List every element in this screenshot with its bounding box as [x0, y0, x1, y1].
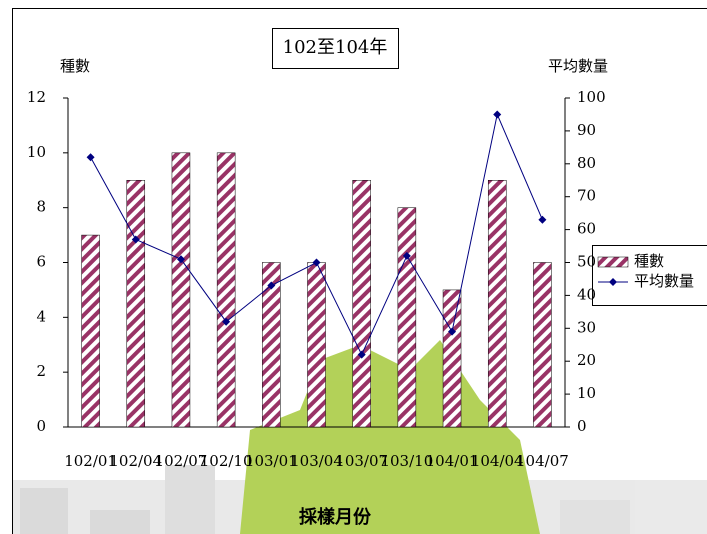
x-tick-label: 103/04	[290, 452, 343, 470]
y2-tick-label: 70	[577, 187, 596, 205]
y2-tick-label: 100	[577, 88, 606, 106]
y-tick-label: 8	[36, 198, 46, 216]
bar	[442, 289, 462, 428]
y2-tick-label: 10	[577, 384, 596, 402]
x-axis-label: 採樣月份	[299, 506, 372, 528]
marker	[538, 215, 547, 224]
marker	[402, 251, 411, 260]
y2-tick-label: 0	[577, 417, 587, 435]
y2-axis-label: 平均數量	[548, 57, 608, 75]
marker	[357, 350, 366, 359]
y-tick-label: 2	[36, 362, 46, 380]
y2-tick-label: 50	[577, 253, 596, 271]
bar	[262, 262, 281, 428]
y2-tick-label: 60	[577, 220, 596, 238]
marker	[131, 235, 140, 244]
marker	[86, 153, 95, 162]
x-tick-label: 104/07	[516, 452, 569, 470]
bar	[171, 152, 191, 428]
bar	[307, 262, 326, 428]
legend-label: 平均數量	[634, 272, 694, 290]
bar	[397, 207, 417, 428]
legend	[592, 245, 707, 306]
bar	[352, 180, 371, 428]
x-tick-label: 103/10	[380, 452, 433, 470]
y-tick-label: 6	[36, 253, 46, 271]
marker	[493, 110, 502, 119]
x-tick-label: 102/01	[64, 452, 117, 470]
bar	[533, 262, 552, 428]
x-tick-label: 102/07	[155, 452, 208, 470]
x-tick-label: 104/01	[426, 452, 479, 470]
frame	[12, 8, 707, 534]
title-box	[272, 28, 399, 69]
legend-swatch	[609, 278, 617, 286]
legend-swatch	[597, 256, 629, 268]
x-tick-label: 103/07	[335, 452, 388, 470]
bar	[487, 180, 507, 428]
y-tick-label: 0	[36, 417, 46, 435]
marker	[312, 258, 321, 267]
chart-title: 102至104年	[283, 37, 388, 58]
y2-tick-label: 80	[577, 154, 596, 172]
legend-label: 種數	[634, 252, 664, 270]
y-axis-label: 種數	[60, 57, 90, 75]
marker	[267, 281, 276, 290]
marker	[176, 255, 185, 264]
x-tick-label: 102/10	[200, 452, 253, 470]
x-tick-label: 104/04	[471, 452, 524, 470]
y-tick-label: 4	[36, 307, 46, 325]
marker	[448, 327, 457, 336]
y-tick-label: 12	[27, 88, 46, 106]
x-tick-label: 103/01	[245, 452, 298, 470]
bar	[216, 152, 236, 428]
bar	[81, 234, 100, 428]
bar	[126, 180, 146, 428]
x-tick-label: 102/04	[109, 452, 162, 470]
y2-tick-label: 40	[577, 285, 596, 303]
marker	[222, 317, 231, 326]
y-tick-label: 10	[27, 143, 46, 161]
y2-tick-label: 30	[577, 318, 596, 336]
y2-tick-label: 90	[577, 121, 596, 139]
y2-tick-label: 20	[577, 351, 596, 369]
